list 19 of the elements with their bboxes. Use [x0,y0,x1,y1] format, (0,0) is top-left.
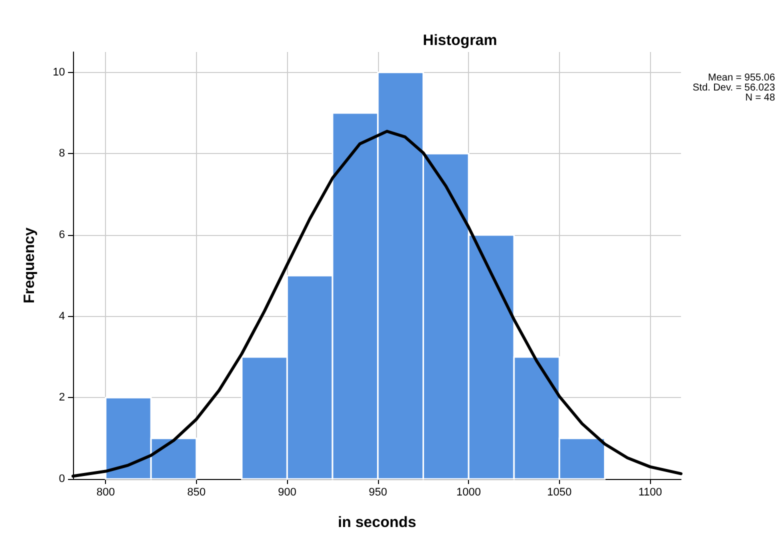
y-tick-label: 10 [52,66,65,78]
x-tick-label: 800 [96,486,115,498]
text: Std. Dev. = 56.023 [692,82,776,94]
y-tick-label: 6 [58,229,65,241]
text: N = 48 [745,92,776,104]
y-tick-label: 4 [58,310,65,322]
y-tick-label: 2 [58,392,65,404]
x-tick-label: 900 [278,486,296,498]
x-axis-title: in seconds [338,514,416,531]
x-tick-label: 1050 [547,486,572,498]
x-tick-label: 1100 [638,486,662,498]
x-tick-label: 1000 [456,486,481,498]
chart-title: Histogram [422,32,498,49]
x-tick-label: 850 [187,486,206,498]
y-tick-label: 0 [58,473,65,485]
y-axis-title: Frequency [21,226,38,304]
text: Mean = 955.06 [708,72,776,84]
x-tick-label: 950 [368,486,388,498]
y-tick-label: 8 [58,148,65,160]
